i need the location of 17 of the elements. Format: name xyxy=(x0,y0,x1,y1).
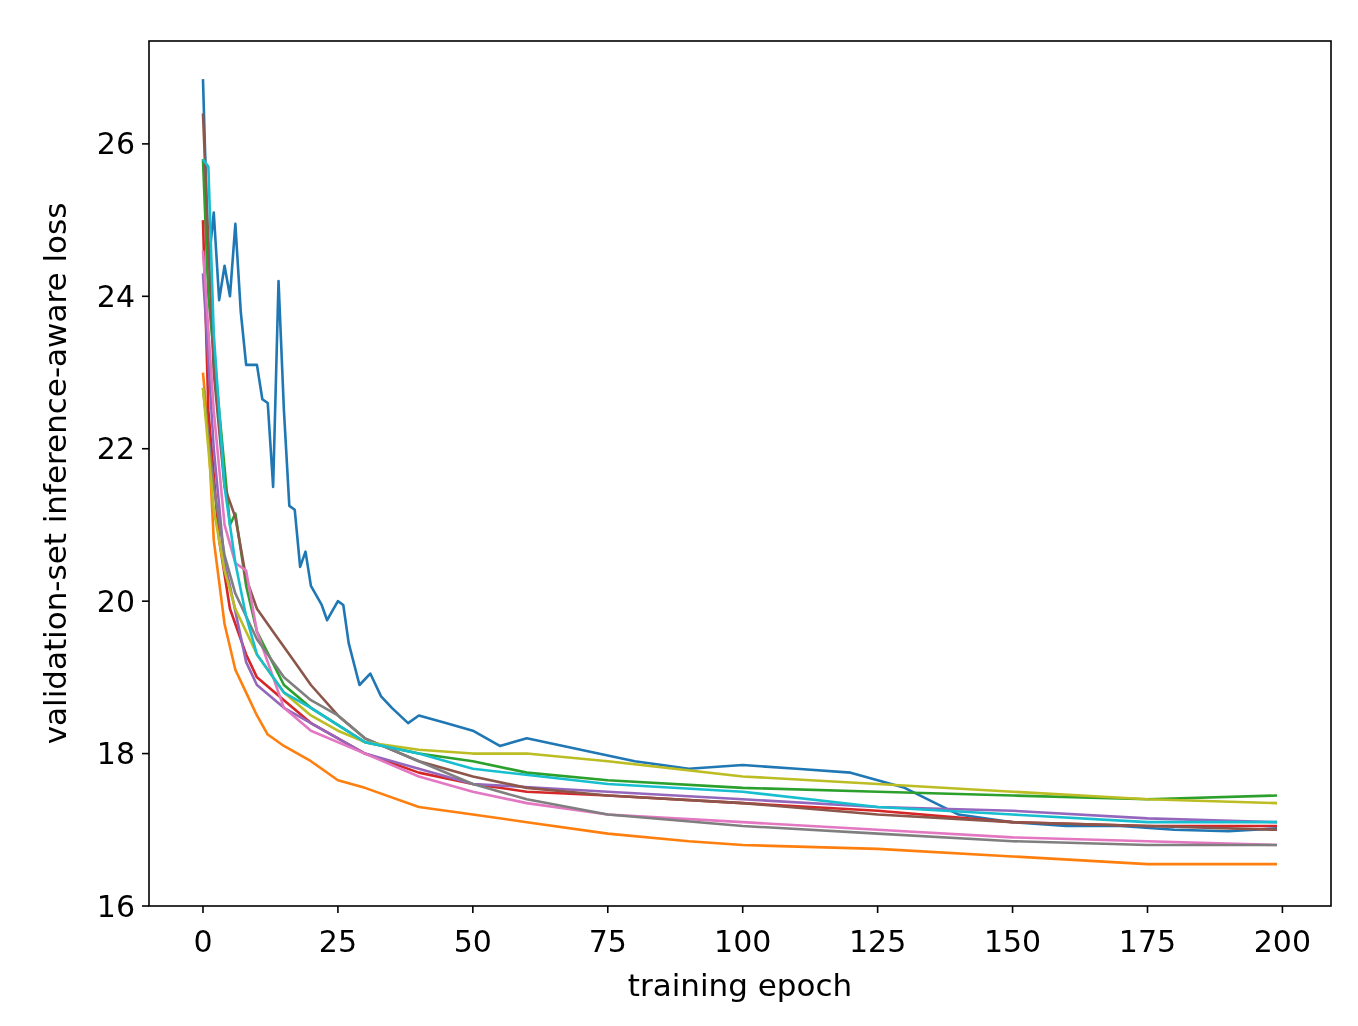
y-tick-label: 16 xyxy=(96,888,135,924)
x-tick-label: 25 xyxy=(318,924,357,959)
y-tick-label: 24 xyxy=(96,278,135,314)
x-tick-label: 75 xyxy=(588,924,627,959)
x-axis-title: training epoch xyxy=(627,967,853,1003)
x-tick-label: 50 xyxy=(453,924,492,959)
y-tick-label: 22 xyxy=(96,431,135,467)
x-tick-label: 0 xyxy=(193,924,213,959)
x-tick-label: 200 xyxy=(1253,924,1312,959)
y-axis-title: validation-set inference-aware loss xyxy=(37,202,73,745)
y-tick-label: 18 xyxy=(96,736,135,772)
x-tick-label: 125 xyxy=(849,924,907,959)
x-tick-label: 175 xyxy=(1118,924,1177,959)
x-tick-label: 100 xyxy=(714,924,772,959)
y-tick-label: 20 xyxy=(96,583,135,619)
x-tick-label: 150 xyxy=(983,924,1042,959)
y-tick-label: 26 xyxy=(96,126,135,162)
